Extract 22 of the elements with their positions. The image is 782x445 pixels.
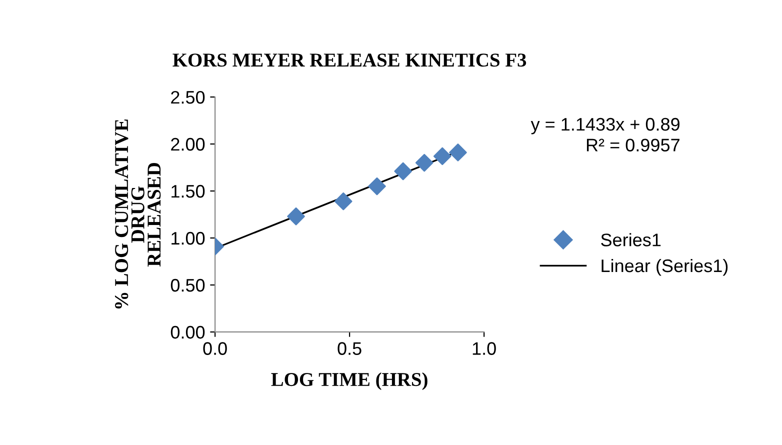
point xyxy=(287,207,305,226)
text: y = 1.1433x + 0.89 R² = 0.9957 xyxy=(530,118,680,152)
legend-label: Linear (Series1) xyxy=(602,258,728,276)
point xyxy=(449,144,467,162)
point xyxy=(368,177,386,196)
x-tick-label: 0.0 xyxy=(203,342,227,355)
y-tick-label: 1.50 xyxy=(172,184,205,198)
y-tick-label: 2.50 xyxy=(171,90,205,104)
y-axis-title: % LOG CUMLATIVE DRUG RELEASED xyxy=(114,120,161,308)
x-axis-title: LOG TIME (HRS) xyxy=(271,372,428,390)
y-tick-label: 0.00 xyxy=(170,326,205,339)
point xyxy=(433,147,452,166)
y-tick-label: 1.00 xyxy=(172,232,205,245)
x-tick-label: 0.5 xyxy=(338,342,362,355)
y-tick-label: 0.50 xyxy=(170,278,205,292)
chart-title: KORS MEYER RELEASE KINETICS F3 xyxy=(172,54,526,67)
x-tick-label: 1.0 xyxy=(472,342,496,355)
point xyxy=(334,192,352,210)
legend-label: Series1 xyxy=(601,233,661,246)
y-tick-label: 2.00 xyxy=(171,138,205,151)
point xyxy=(415,154,434,172)
point xyxy=(394,162,412,180)
